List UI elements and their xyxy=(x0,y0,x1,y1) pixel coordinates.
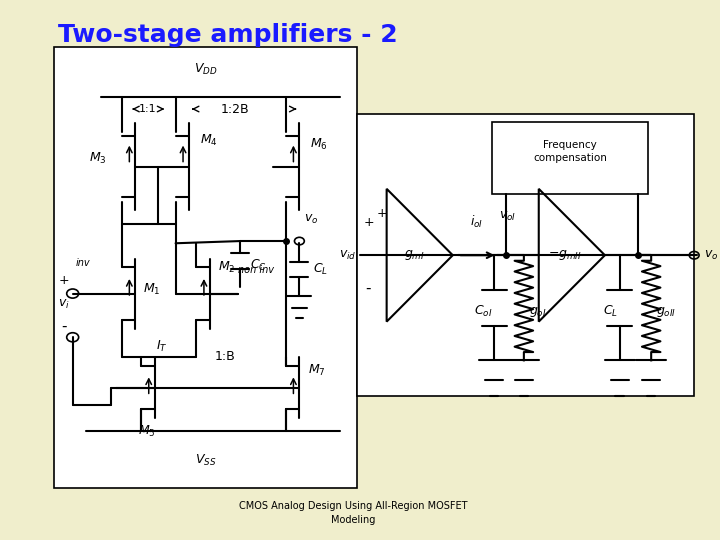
Text: -: - xyxy=(366,281,372,296)
Text: $g_{mI}$: $g_{mI}$ xyxy=(405,248,425,262)
Text: $i_{oI}$: $i_{oI}$ xyxy=(470,214,483,230)
Text: $g_{oII}$: $g_{oII}$ xyxy=(656,305,676,319)
Text: $v_i$: $v_i$ xyxy=(58,298,71,311)
Text: 1:2B: 1:2B xyxy=(221,103,250,116)
Text: Two-stage amplifiers - 2: Two-stage amplifiers - 2 xyxy=(58,23,397,47)
Text: $v_{id}$: $v_{id}$ xyxy=(339,249,357,262)
Text: $v_o$: $v_o$ xyxy=(704,249,719,262)
Text: CMOS Analog Design Using All-Region MOSFET
Modeling: CMOS Analog Design Using All-Region MOSF… xyxy=(239,501,467,525)
Text: $M_3$: $M_3$ xyxy=(89,151,107,166)
Text: inv: inv xyxy=(76,258,90,268)
Text: $M_4$: $M_4$ xyxy=(199,133,217,148)
Text: $M_5$: $M_5$ xyxy=(138,424,156,439)
Text: $v_o$: $v_o$ xyxy=(304,213,318,226)
Text: $C_L$: $C_L$ xyxy=(603,305,618,320)
Text: $g_{oI}$: $g_{oI}$ xyxy=(528,305,546,319)
Bar xyxy=(54,47,356,488)
Text: $M_6$: $M_6$ xyxy=(310,137,328,152)
Text: +: + xyxy=(59,274,70,287)
Text: Frequency
compensation: Frequency compensation xyxy=(534,140,607,163)
Text: $V_{SS}$: $V_{SS}$ xyxy=(194,453,216,468)
Bar xyxy=(356,114,694,396)
Text: +: + xyxy=(363,215,374,228)
Text: $C_L$: $C_L$ xyxy=(312,262,328,277)
Text: +: + xyxy=(377,207,387,220)
Text: -: - xyxy=(62,319,67,334)
Text: $M_7$: $M_7$ xyxy=(308,362,326,377)
Text: $C_{oI}$: $C_{oI}$ xyxy=(474,305,492,320)
Text: $C_C$: $C_C$ xyxy=(250,258,267,273)
Text: $V_{DD}$: $V_{DD}$ xyxy=(194,62,217,77)
Text: 1:1: 1:1 xyxy=(138,104,156,114)
Text: $M_1$: $M_1$ xyxy=(143,282,161,296)
Text: non inv: non inv xyxy=(238,265,274,274)
Text: $-g_{mII}$: $-g_{mII}$ xyxy=(548,248,582,262)
Text: $I_T$: $I_T$ xyxy=(156,339,168,354)
Text: $v_{oI}$: $v_{oI}$ xyxy=(499,210,516,224)
Text: 1:B: 1:B xyxy=(215,350,235,363)
Text: $M_2$: $M_2$ xyxy=(217,260,235,275)
Bar xyxy=(492,123,648,194)
